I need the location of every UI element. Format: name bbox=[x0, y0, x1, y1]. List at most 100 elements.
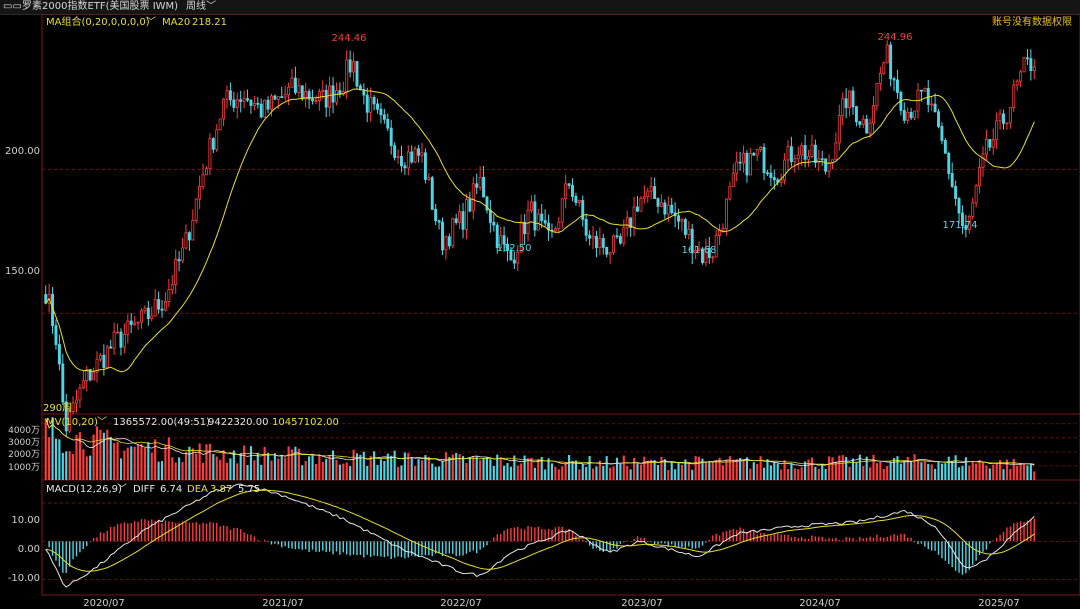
volume-bar bbox=[205, 444, 208, 480]
candlestick bbox=[766, 169, 769, 176]
volume-bar bbox=[550, 463, 554, 480]
volume-bar bbox=[308, 456, 311, 480]
volume-bar bbox=[704, 462, 707, 480]
candlestick bbox=[365, 87, 369, 123]
volume-bar bbox=[954, 455, 957, 480]
chevron-down-icon[interactable]: ﹀ bbox=[117, 483, 127, 495]
candlestick bbox=[430, 175, 434, 210]
low-label-3: 171.74 bbox=[943, 220, 978, 231]
dual-square-icon[interactable]: ▭▭ bbox=[3, 1, 22, 12]
macd-dea-value: 3.87 bbox=[210, 484, 232, 495]
candlestick bbox=[796, 146, 800, 170]
candlestick bbox=[252, 95, 256, 111]
volume-bar bbox=[769, 465, 772, 480]
volume-bar bbox=[581, 463, 584, 480]
volume-bar bbox=[848, 466, 851, 480]
candlestick bbox=[393, 142, 397, 161]
volume-bar bbox=[396, 467, 400, 480]
candlestick bbox=[157, 291, 161, 314]
candlestick bbox=[694, 245, 698, 260]
candlestick bbox=[892, 76, 896, 92]
volume-bar bbox=[482, 458, 485, 480]
x-label-2023-07: 2023/07 bbox=[621, 598, 663, 609]
candlestick bbox=[557, 217, 561, 234]
candlestick bbox=[304, 82, 308, 108]
candlestick bbox=[998, 109, 1002, 130]
candlestick bbox=[584, 213, 588, 242]
candlestick bbox=[324, 84, 328, 118]
candlestick bbox=[588, 230, 592, 246]
candlestick bbox=[564, 174, 568, 209]
candlestick bbox=[779, 173, 783, 188]
candlestick bbox=[410, 145, 414, 164]
volume-bar bbox=[119, 458, 123, 480]
volume-value-2: 9422320.00 bbox=[208, 417, 268, 428]
volume-bar bbox=[171, 457, 174, 480]
volume-bar bbox=[862, 465, 865, 480]
candlestick bbox=[283, 85, 287, 101]
volume-bar bbox=[892, 458, 896, 480]
volume-bar bbox=[441, 460, 444, 480]
volume-bar bbox=[438, 466, 441, 480]
volume-bar bbox=[533, 467, 536, 480]
volume-bar bbox=[578, 469, 581, 480]
candlestick bbox=[458, 204, 462, 230]
chevron-down-icon[interactable]: ﹀ bbox=[146, 16, 156, 28]
chart-svg[interactable]: MA组合(0,20,0,0,0,0) ﹀ MA20 218.21 账号没有数据权… bbox=[0, 14, 1080, 609]
candlestick bbox=[858, 120, 862, 128]
candlestick bbox=[328, 76, 332, 117]
candlestick bbox=[1022, 56, 1026, 73]
volume-bar bbox=[427, 456, 430, 480]
candlestick bbox=[878, 66, 882, 91]
candlestick bbox=[92, 367, 96, 381]
volume-bar bbox=[349, 466, 352, 480]
candlestick bbox=[307, 88, 311, 109]
candlestick bbox=[136, 321, 140, 331]
candlestick bbox=[663, 199, 667, 219]
candlestick bbox=[957, 197, 961, 224]
candlestick bbox=[386, 113, 390, 131]
volume-bar bbox=[934, 468, 937, 480]
volume-indicator-label[interactable]: MV(10,20) bbox=[46, 417, 98, 428]
volume-bar bbox=[530, 457, 533, 480]
volume-bar bbox=[879, 461, 882, 480]
volume-bar bbox=[571, 460, 574, 480]
candlestick bbox=[906, 107, 910, 124]
period-label: 周线 bbox=[186, 1, 206, 12]
candlestick bbox=[348, 50, 352, 78]
candlestick bbox=[369, 87, 373, 122]
volume-bar bbox=[670, 462, 673, 480]
candlestick bbox=[246, 89, 249, 103]
candlestick bbox=[396, 149, 400, 164]
volume-bar bbox=[506, 463, 509, 480]
ma-indicator-label[interactable]: MA组合(0,20,0,0,0,0) bbox=[46, 15, 150, 28]
volume-bar bbox=[827, 456, 831, 480]
candlestick bbox=[622, 219, 626, 247]
candlestick bbox=[536, 208, 540, 231]
candlestick bbox=[211, 137, 215, 154]
candlestick bbox=[280, 86, 284, 99]
chevron-down-icon[interactable]: ﹀ bbox=[97, 416, 107, 428]
volume-bar bbox=[636, 463, 639, 480]
volume-bar bbox=[137, 444, 140, 480]
period-selector[interactable]: 周线﹀ bbox=[186, 0, 216, 14]
volume-bar bbox=[732, 459, 735, 480]
candlestick bbox=[831, 159, 834, 170]
macd-indicator-label[interactable]: MACD(12,26,9) bbox=[46, 484, 122, 495]
volume-bar bbox=[920, 462, 923, 480]
instrument-title[interactable]: 罗素2000指数ETF(美国股票 IWM) bbox=[22, 1, 179, 12]
candlestick bbox=[1008, 107, 1012, 129]
candlestick bbox=[701, 247, 704, 265]
candlestick bbox=[646, 187, 650, 203]
candlestick bbox=[974, 184, 978, 208]
volume-bar bbox=[951, 460, 954, 480]
volume-bar bbox=[537, 458, 540, 480]
volume-bar bbox=[236, 463, 239, 480]
candlestick bbox=[837, 104, 841, 151]
candlestick bbox=[690, 223, 694, 265]
volume-bar bbox=[58, 439, 61, 480]
candlestick bbox=[242, 90, 246, 109]
candlestick bbox=[707, 236, 711, 264]
candlestick bbox=[697, 241, 701, 252]
candlestick bbox=[683, 217, 687, 239]
